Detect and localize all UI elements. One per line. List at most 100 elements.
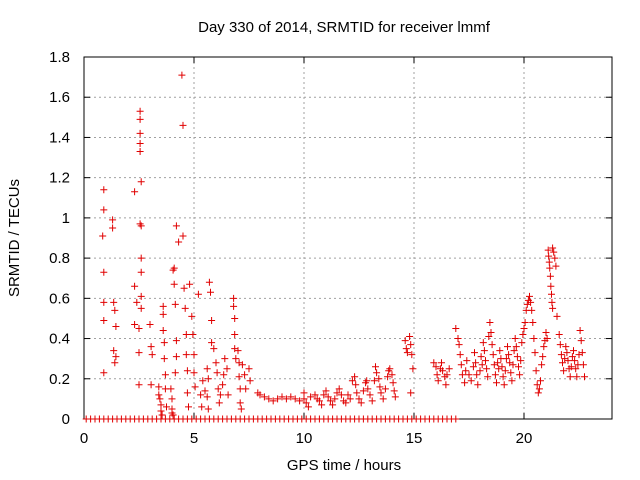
data-point (537, 377, 544, 385)
data-point (551, 254, 559, 262)
data-point (335, 385, 343, 393)
chart-title: Day 330 of 2014, SRMTID for receiver lmm… (198, 19, 491, 36)
data-point (391, 393, 399, 401)
data-point (110, 298, 118, 306)
data-point (112, 353, 120, 361)
data-point (471, 349, 478, 357)
data-point (311, 391, 319, 399)
data-point (432, 363, 440, 371)
data-point (442, 381, 450, 389)
data-point (553, 312, 561, 320)
data-point (231, 331, 239, 339)
data-point (304, 403, 312, 411)
data-point (548, 290, 555, 298)
data-point (241, 371, 249, 379)
data-point (178, 71, 186, 79)
data-point (366, 391, 374, 399)
data-point (135, 325, 143, 332)
data-point (329, 401, 337, 409)
y-axis-label: SRMTID / TECUs (6, 179, 23, 297)
data-point (529, 318, 537, 326)
data-point (337, 391, 345, 399)
data-point (502, 355, 510, 363)
y-tick-label: 1.2 (49, 170, 70, 187)
data-point (234, 347, 242, 355)
data-point (540, 343, 548, 351)
data-point (465, 371, 473, 379)
data-point (201, 387, 209, 395)
data-point (474, 381, 482, 389)
data-point (158, 411, 166, 419)
data-point (100, 298, 108, 306)
data-point (348, 377, 356, 385)
data-point (181, 304, 189, 312)
data-point (315, 397, 323, 405)
data-point (182, 351, 190, 359)
data-point (363, 377, 371, 385)
data-point (462, 367, 470, 375)
data-point (489, 351, 497, 359)
data-point (368, 397, 376, 405)
y-tick-label: 0 (62, 411, 70, 428)
data-point (563, 349, 571, 357)
data-point (236, 399, 244, 407)
data-point (136, 115, 144, 123)
data-point (452, 415, 460, 423)
x-tick-label: 5 (190, 430, 198, 447)
data-point (482, 357, 489, 365)
data-point (182, 331, 190, 339)
data-point (452, 325, 460, 332)
data-point (461, 379, 469, 387)
data-point (577, 337, 585, 345)
data-point (455, 341, 463, 349)
data-point (403, 349, 411, 357)
data-point (548, 298, 556, 306)
data-point (326, 397, 334, 405)
data-point (230, 302, 238, 310)
data-point (300, 389, 308, 397)
data-point (484, 373, 492, 381)
data-point (496, 347, 504, 355)
data-point (146, 320, 154, 328)
data-point (527, 298, 535, 306)
data-point (513, 353, 521, 361)
data-point (148, 351, 156, 359)
data-point (171, 369, 179, 377)
data-point (245, 365, 253, 373)
data-point (555, 331, 563, 339)
data-point (160, 355, 168, 363)
data-point (214, 385, 222, 393)
data-point (549, 244, 557, 252)
data-point (469, 363, 477, 371)
data-point (434, 377, 442, 385)
data-point (488, 341, 496, 349)
data-point (136, 107, 144, 115)
data-point (507, 369, 515, 377)
data-point (370, 377, 378, 385)
data-point (545, 252, 553, 260)
data-point (278, 393, 286, 401)
data-point (183, 389, 191, 397)
y-tick-label: 1.6 (49, 89, 70, 106)
data-point (406, 333, 414, 341)
data-point (155, 391, 163, 399)
data-point (161, 371, 169, 379)
data-point (307, 393, 315, 401)
data-point (220, 371, 228, 379)
data-point (131, 320, 139, 328)
data-point (386, 365, 394, 373)
data-point (512, 343, 520, 351)
data-point (458, 371, 466, 379)
data-point (353, 389, 361, 397)
data-point (560, 367, 568, 375)
data-point (168, 395, 176, 403)
data-point (494, 359, 502, 367)
data-point (487, 329, 495, 337)
data-point (191, 383, 199, 391)
data-point (517, 357, 525, 365)
data-point (515, 363, 522, 371)
data-point (407, 341, 415, 349)
data-point (205, 278, 213, 286)
data-point (230, 294, 238, 302)
data-point (486, 318, 494, 326)
